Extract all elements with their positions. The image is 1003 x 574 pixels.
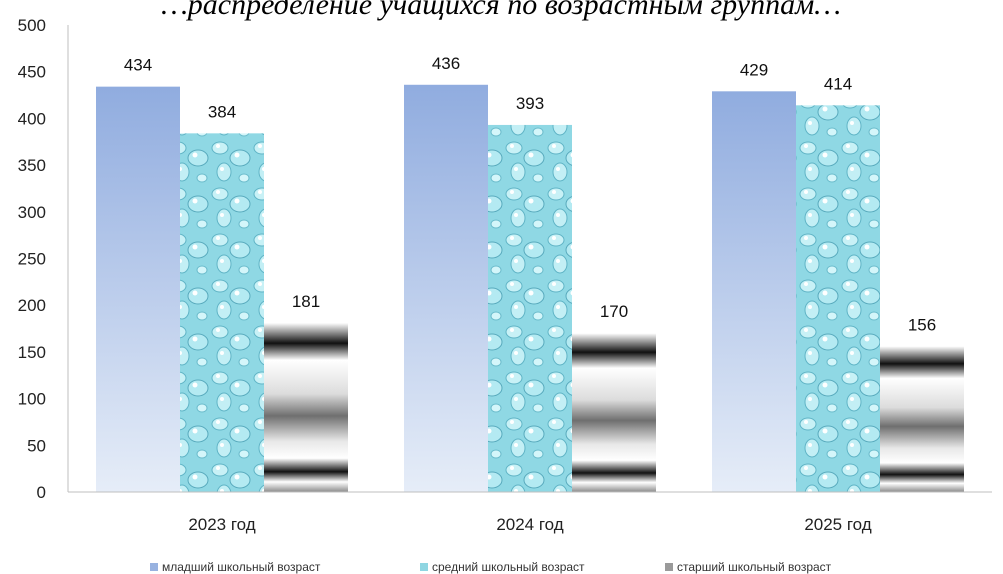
data-label: 436 — [432, 54, 460, 73]
legend-label: младший школьный возраст — [162, 560, 321, 574]
y-axis: 0 50 100 150 200 250 300 350 400 450 500 — [18, 16, 69, 502]
bar-3-2 — [572, 333, 656, 492]
data-label: 156 — [908, 315, 936, 334]
bars-layer — [96, 84, 964, 493]
legend: младший школьный возраст средний школьный… — [150, 560, 832, 574]
data-label: 393 — [516, 94, 544, 113]
data-label: 181 — [292, 292, 320, 311]
bar-2-2 — [488, 124, 572, 493]
legend-label: средний школьный возраст — [432, 560, 585, 574]
y-tick-label: 200 — [18, 296, 46, 315]
bar-1-2 — [404, 84, 488, 492]
x-tick-label: 2023 год — [188, 515, 255, 534]
data-label: 414 — [824, 74, 852, 93]
bar-2-3 — [796, 105, 880, 492]
bar-3-1 — [264, 322, 348, 492]
bar-1-1 — [96, 86, 180, 493]
y-tick-label: 0 — [37, 483, 46, 502]
y-tick-label: 100 — [18, 390, 46, 409]
x-axis: 2023 год 2024 год 2025 год — [68, 491, 992, 534]
y-tick-label: 50 — [27, 436, 46, 455]
x-tick-label: 2024 год — [496, 515, 563, 534]
bar-2-1 — [180, 133, 264, 492]
y-tick-label: 500 — [18, 16, 46, 35]
y-tick-label: 250 — [18, 250, 46, 269]
legend-swatch — [150, 563, 158, 571]
bar-3-3 — [880, 346, 964, 492]
y-tick-label: 450 — [18, 63, 46, 82]
y-tick-label: 400 — [18, 109, 46, 128]
data-label: 429 — [740, 60, 768, 79]
x-tick-label: 2025 год — [804, 515, 871, 534]
bar-1-3 — [712, 91, 796, 493]
y-tick-label: 150 — [18, 343, 46, 362]
value-labels-layer: 434 384 181 436 393 170 429 414 156 — [124, 54, 936, 335]
data-label: 434 — [124, 56, 152, 75]
legend-swatch — [420, 563, 428, 571]
data-label: 170 — [600, 302, 628, 321]
data-label: 384 — [208, 102, 236, 121]
y-tick-label: 350 — [18, 156, 46, 175]
y-tick-label: 300 — [18, 203, 46, 222]
legend-swatch — [665, 563, 673, 571]
legend-label: старший школьный возраст — [677, 560, 832, 574]
chart-title: …распределение учащихся по возрастным гр… — [161, 0, 841, 21]
